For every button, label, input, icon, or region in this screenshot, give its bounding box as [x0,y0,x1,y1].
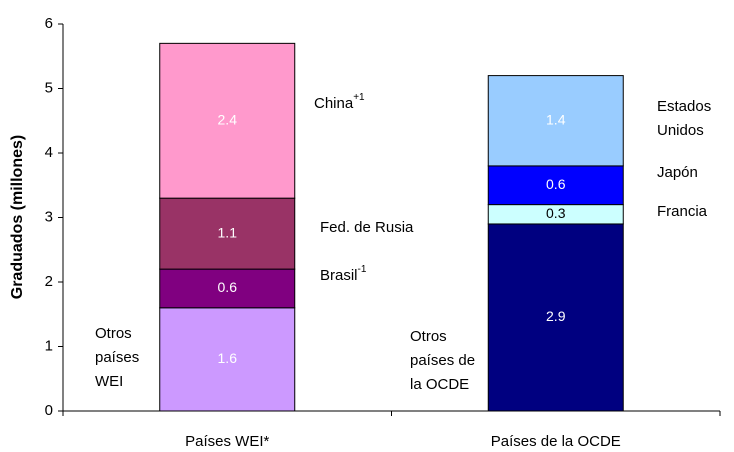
segment-name-sup: -1 [358,264,367,275]
segment-name-text: Estados [657,98,711,115]
segment-name: Otros [95,325,132,342]
data-label: 0.3 [546,205,566,221]
segment-name-text: Unidos [657,122,704,139]
segment-name-text: Fed. de Rusia [320,219,414,236]
x-tick-label: Países de la OCDE [491,433,621,450]
segment-name: Unidos [657,122,704,139]
segment-name: Fed. de Rusia [320,219,414,236]
data-label: 1.4 [546,111,566,127]
y-tick-label: 0 [45,402,53,419]
segment-name: Japón [657,164,698,181]
data-label: 0.6 [546,176,566,192]
bar-segment [487,75,624,167]
segment-name: Otros [410,328,447,345]
data-label: 1.1 [218,224,238,240]
bar-segment [487,223,624,412]
segment-name: Estados [657,98,711,115]
y-tick-label: 5 [45,79,53,96]
segment-name: países [95,349,139,366]
segment-name: Brasil-1 [320,264,367,284]
segment-name-text: Japón [657,164,698,181]
bar-segment [487,165,624,206]
segment-name-text: la OCDE [410,376,469,393]
segment-name: países de [410,352,475,369]
segment-name-text: Brasil [320,267,358,284]
y-tick-label: 1 [45,337,53,354]
data-label: 2.9 [546,308,566,324]
segment-name-text: China [314,95,354,112]
y-axis-label: Graduados (millones) [9,135,26,299]
segment-name-sup: +1 [353,92,365,103]
x-tick-label: Países WEI* [185,433,269,450]
segment-name: China+1 [314,92,365,112]
data-label: 1.6 [218,350,238,366]
data-label: 2.4 [218,111,238,127]
segment-name-text: Francia [657,203,708,220]
segment-name: la OCDE [410,376,469,393]
bar-segment [159,42,296,199]
segment-name: Francia [657,203,708,220]
bar-segment [159,307,296,412]
segment-name-text: países [95,349,139,366]
segment-name-text: Otros [95,325,132,342]
y-tick-label: 6 [45,15,53,32]
segment-name-text: países de [410,352,475,369]
y-tick-label: 3 [45,208,53,225]
segment-name: WEI [95,373,123,390]
y-tick-label: 2 [45,273,53,290]
data-label: 0.6 [218,279,238,295]
segment-name-text: WEI [95,373,123,390]
segment-name-text: Otros [410,328,447,345]
y-tick-label: 4 [45,144,53,161]
